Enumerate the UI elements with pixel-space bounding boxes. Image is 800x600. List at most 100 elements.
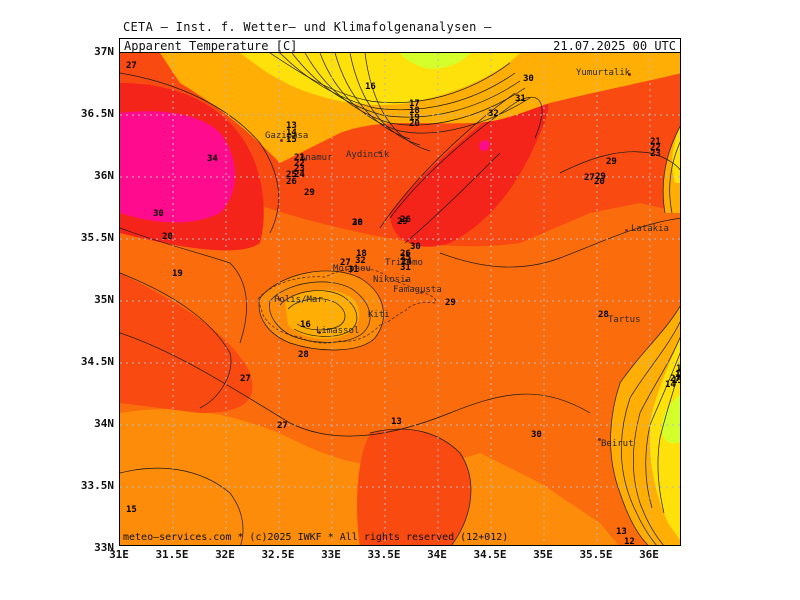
longitude-label: 33.5E xyxy=(367,548,401,561)
contour-value-label: 31 xyxy=(400,263,411,273)
contour-value-label: 30 xyxy=(410,242,421,252)
contour-value-label: 32 xyxy=(355,256,366,266)
contour-value-label: 28 xyxy=(598,310,609,320)
longitude-label: 31.5E xyxy=(155,548,189,561)
contour-value-label: 26 xyxy=(400,215,411,225)
city-marker xyxy=(378,151,381,154)
contour-value-label: 21 xyxy=(650,137,661,147)
city-marker xyxy=(598,438,601,441)
contour-value-label: 20 xyxy=(409,119,420,129)
city-marker xyxy=(304,158,307,161)
city-label: Tartus xyxy=(608,315,641,325)
contour-value-label: 31 xyxy=(515,94,526,104)
contour-value-label: 20 xyxy=(162,232,173,242)
contour-value-label: 16 xyxy=(365,82,376,92)
contour-value-label: 30 xyxy=(523,74,534,84)
city-label: Gazipasa xyxy=(265,131,309,141)
city-label: Kiti xyxy=(368,310,390,320)
contour-value-label: 25 xyxy=(400,253,411,263)
city-label: Aydincik xyxy=(346,150,390,160)
contour-value-label: 16 xyxy=(675,370,681,380)
city-label: Nikosia xyxy=(373,275,411,285)
map-title: Apparent_Temperature_[C] xyxy=(124,39,298,53)
contour-value-label: 18 xyxy=(409,106,420,116)
contour-value-label: 29 xyxy=(397,217,408,227)
contour-value-label: 12 xyxy=(624,537,635,546)
map-panel: Yumurtalik Gazipasa Anamur Aydincik Lata… xyxy=(119,52,681,546)
longitude-label: 31E xyxy=(109,548,129,561)
city-marker xyxy=(318,331,321,334)
source-header: CETA – Inst. f. Wetter– und Klimafolgena… xyxy=(123,20,492,34)
latitude-label: 33.5N xyxy=(80,479,114,492)
contour-value-label: 27 xyxy=(670,374,681,384)
contour-value-label: 17 xyxy=(409,99,420,109)
credit-footer: meteo–services.com * (c)2025 IWKF * All … xyxy=(123,532,509,543)
contour-value-label: 15 xyxy=(126,505,137,515)
latitude-label: 37N xyxy=(94,45,114,58)
contour-value-label: 15 xyxy=(286,135,297,145)
latitude-label: 34.5N xyxy=(80,355,114,368)
city-marker xyxy=(405,279,408,282)
contour-value-label: 24 xyxy=(294,170,305,180)
city-label: Anamur xyxy=(300,153,333,163)
longitude-label: 32.5E xyxy=(261,548,295,561)
contour-value-label: 20 xyxy=(594,177,605,187)
city-label: Famagusta xyxy=(393,285,442,295)
longitude-label: 32E xyxy=(215,548,235,561)
city-label: Yumurtalik xyxy=(576,68,631,78)
contour-value-label: 30 xyxy=(153,209,164,219)
contour-value-label: 30 xyxy=(531,430,542,440)
city-label: Polis/Mar. xyxy=(274,295,329,305)
contour-value-label: 19 xyxy=(409,113,420,123)
contour-value-label: 29 xyxy=(445,298,456,308)
contour-value-label: 22 xyxy=(650,143,661,153)
longitude-label: 35E xyxy=(533,548,553,561)
contour-value-label: 13 xyxy=(616,527,627,537)
city-label: Trikomo xyxy=(385,258,423,268)
contour-value-label: 28 xyxy=(298,350,309,360)
city-label: Limassol xyxy=(316,326,360,336)
contour-value-label: 31 xyxy=(348,265,359,275)
contour-value-label: 27 xyxy=(584,173,595,183)
contour-value-label: 29 xyxy=(304,188,315,198)
contour-value-label: 32 xyxy=(488,109,499,119)
longitude-label: 35.5E xyxy=(579,548,613,561)
contour-value-label: 27 xyxy=(126,61,137,71)
contour-value-label: 13 xyxy=(391,417,402,427)
longitude-label: 34.5E xyxy=(473,548,507,561)
contour-value-label: 27 xyxy=(340,258,351,268)
city-label: Beirut xyxy=(601,439,634,449)
latitude-label: 33N xyxy=(94,541,114,554)
contour-value-label: 25 xyxy=(286,170,297,180)
latitude-label: 34N xyxy=(94,417,114,430)
longitude-label: 34E xyxy=(427,548,447,561)
contour-value-label: 18 xyxy=(356,249,367,259)
contour-value-label: 15 xyxy=(672,376,680,386)
longitude-label: 33E xyxy=(321,548,341,561)
contour-value-label: 26 xyxy=(286,177,297,187)
contour-value-label: 23 xyxy=(650,149,661,159)
city-marker xyxy=(278,298,281,301)
city-marker xyxy=(628,73,631,76)
contour-value-label: 28 xyxy=(352,218,363,228)
temperature-field xyxy=(120,53,680,545)
contour-value-label: 21 xyxy=(294,153,305,163)
contour-value-label: 17 xyxy=(676,364,681,374)
latitude-label: 35.5N xyxy=(80,231,114,244)
city-marker xyxy=(280,139,283,142)
contour-value-label: 27 xyxy=(277,421,288,431)
latitude-label: 35N xyxy=(94,293,114,306)
contour-value-label: 29 xyxy=(595,172,606,182)
contour-value-label: 27 xyxy=(240,374,251,384)
contour-value-label: 29 xyxy=(606,157,617,167)
city-label: Latakia xyxy=(631,224,669,234)
city-marker xyxy=(625,229,628,232)
contour-value-label: 14 xyxy=(286,128,297,138)
city-marker xyxy=(420,291,423,294)
contour-value-label: 30 xyxy=(352,218,363,228)
contour-value-label: 16 xyxy=(300,320,311,330)
latitude-label: 36.5N xyxy=(80,107,114,120)
contour-value-label: 13 xyxy=(286,121,297,131)
contour-value-label: 26 xyxy=(400,249,411,259)
contour-value-label: 22 xyxy=(294,159,305,169)
